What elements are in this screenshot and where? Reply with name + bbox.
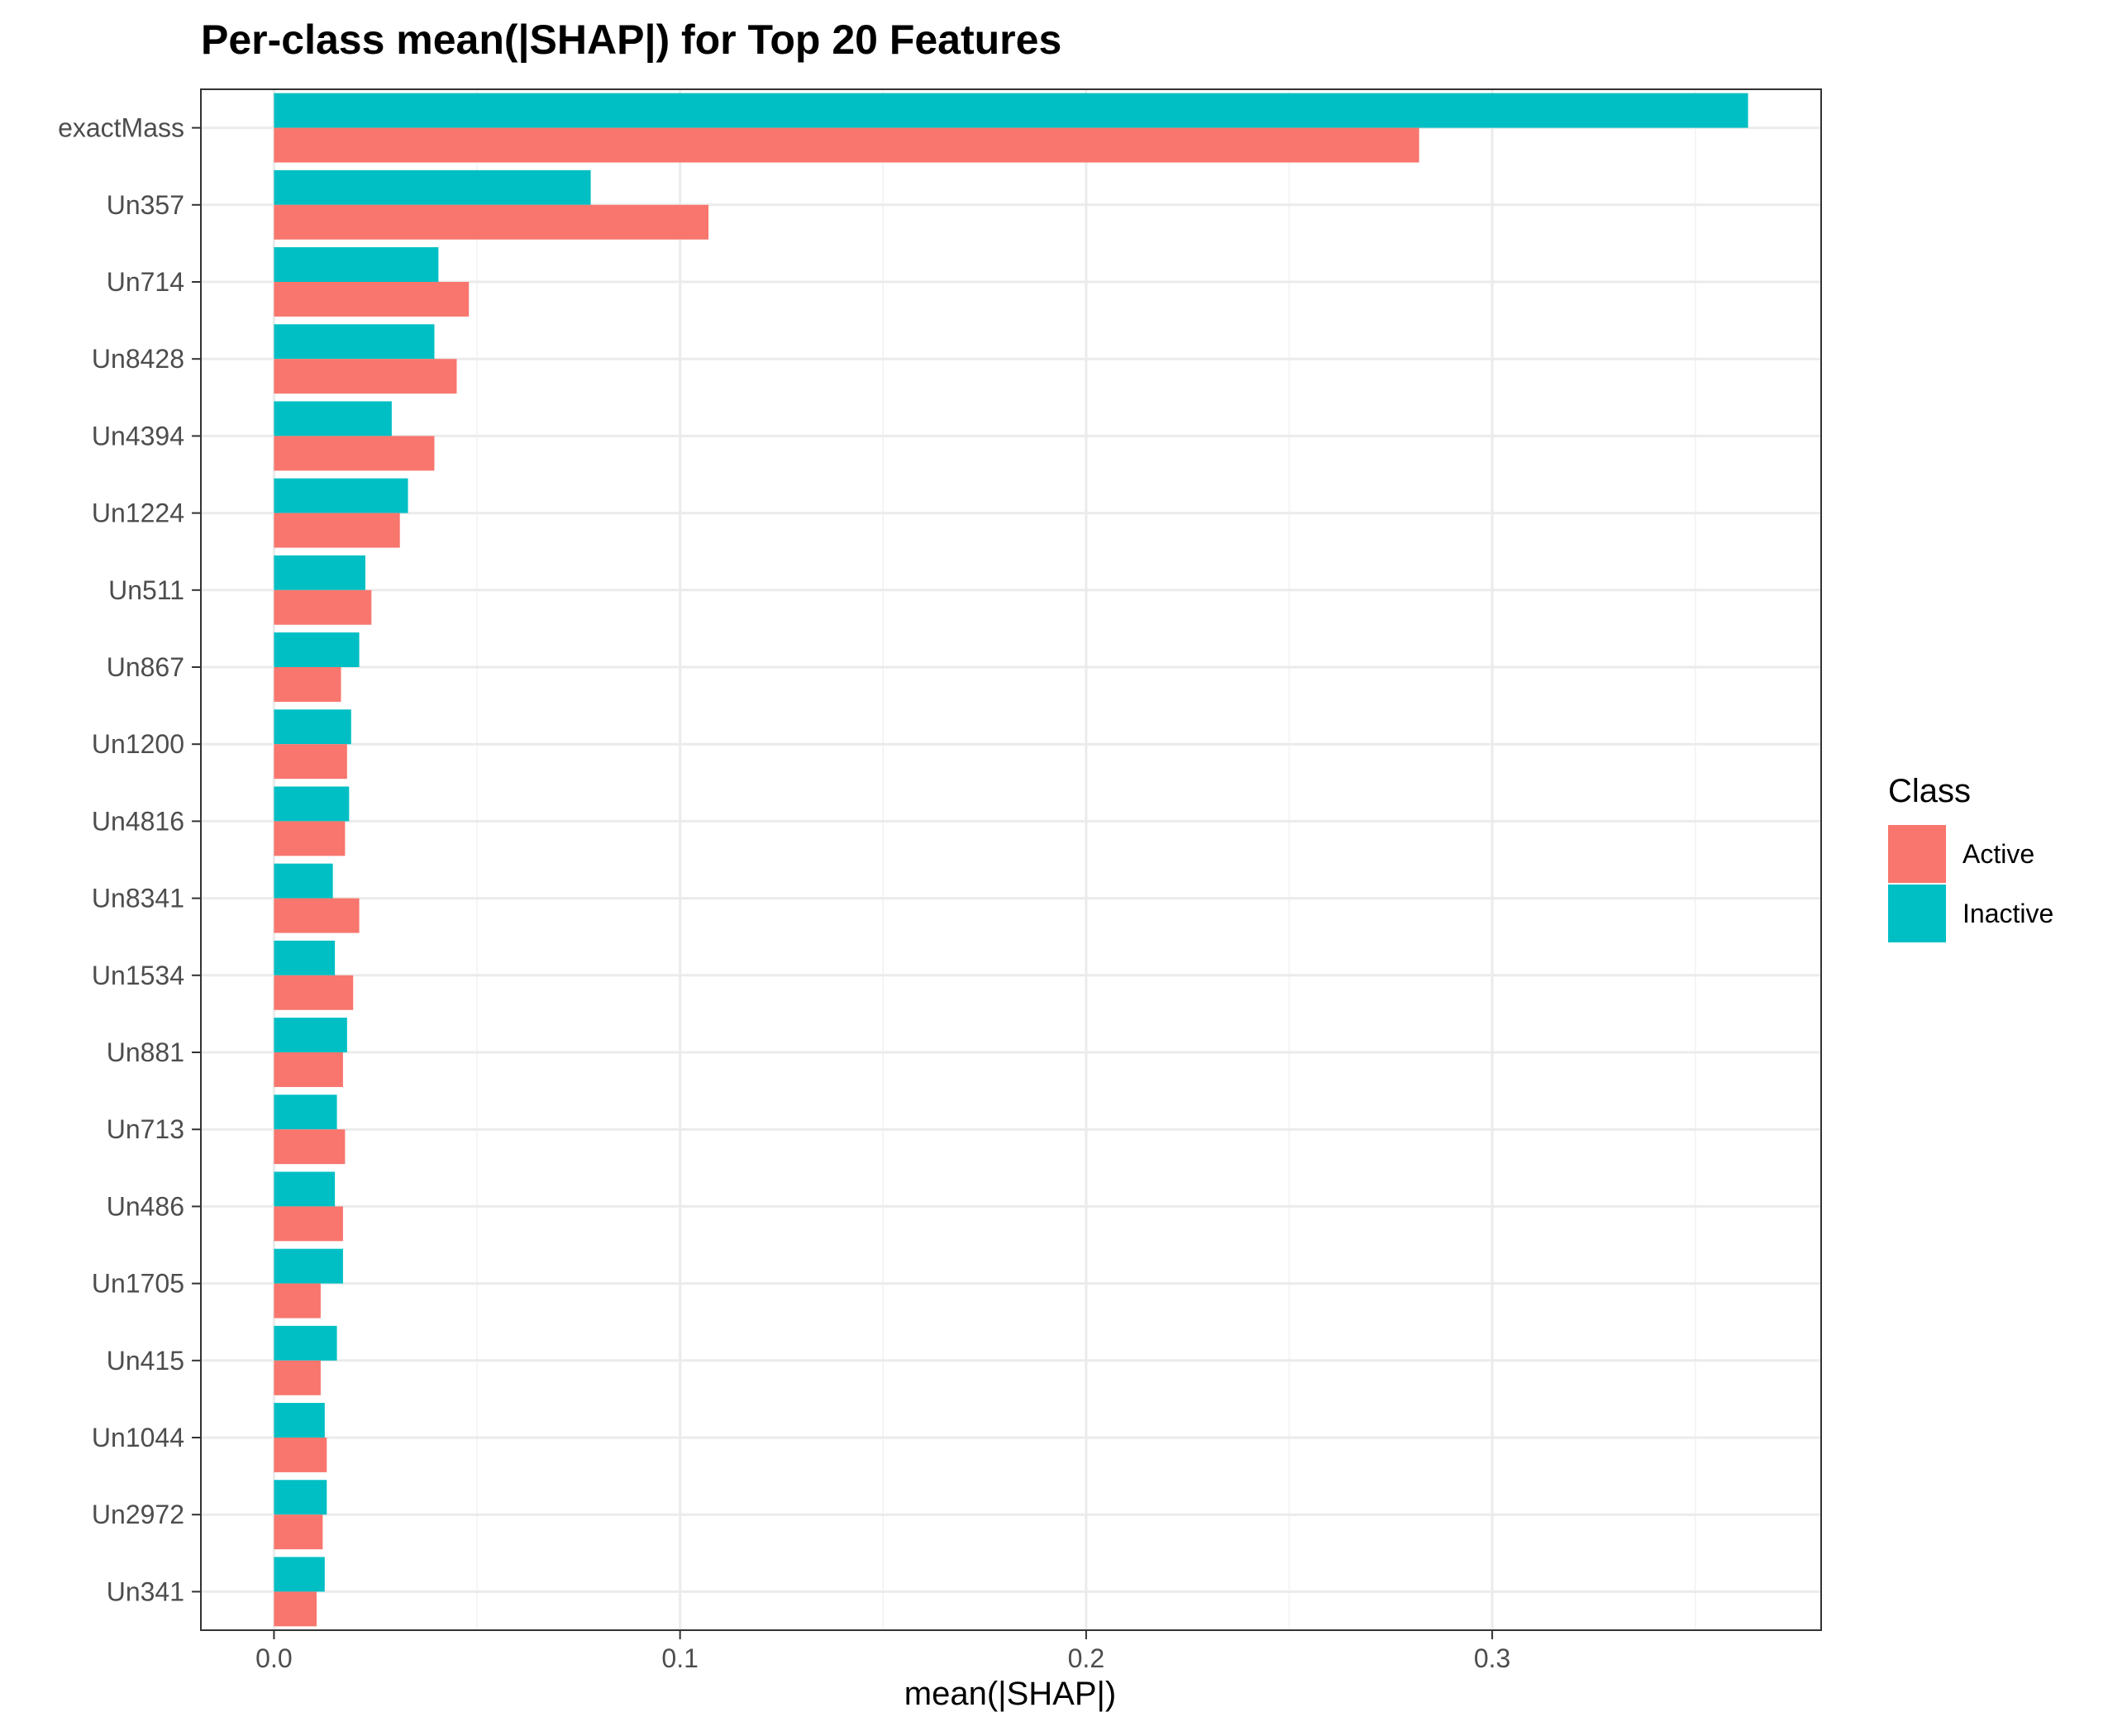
legend-title: Class (1888, 773, 1971, 809)
x-tick-label: 0.3 (1474, 1643, 1510, 1673)
bar-active (274, 1514, 323, 1550)
y-tick-label: Un1200 (92, 729, 184, 759)
x-axis: 0.0 0.1 0.2 0.3 (255, 1630, 1510, 1673)
y-tick-label: Un1534 (92, 961, 184, 990)
bar-active (274, 1360, 321, 1395)
bar-inactive (274, 1095, 337, 1130)
x-axis-title: mean(|SHAP|) (904, 1676, 1116, 1712)
bar-active (274, 359, 457, 394)
bar-active (274, 1591, 317, 1627)
y-tick-label: Un8428 (92, 344, 184, 374)
y-tick-label: Un357 (107, 190, 184, 220)
y-axis: exactMass Un357 Un714 Un8428 Un4394 Un1224 Un5… (58, 113, 201, 1606)
bar-active (274, 821, 346, 856)
y-tick-label: Un511 (108, 575, 184, 605)
bar-active (274, 975, 354, 1010)
bar-inactive (274, 478, 408, 513)
bar-inactive (274, 863, 333, 899)
y-tick-label: Un415 (107, 1346, 184, 1376)
y-tick-label: Un2972 (92, 1500, 184, 1529)
bar-inactive (274, 401, 392, 436)
bar-inactive (274, 1248, 343, 1284)
legend-label: Inactive (1963, 899, 2053, 928)
y-tick-label: Un486 (107, 1191, 184, 1221)
bar-inactive (274, 93, 1748, 128)
bar-active (274, 282, 470, 317)
bar-active (274, 1129, 346, 1165)
bar-inactive (274, 940, 336, 975)
bar-inactive (274, 1557, 325, 1592)
bars (274, 93, 1748, 1627)
bar-inactive (274, 1171, 336, 1207)
y-tick-label: Un1224 (92, 498, 184, 528)
bar-inactive (274, 709, 351, 745)
y-tick-label: Un4816 (92, 806, 184, 836)
bar-active (274, 898, 360, 933)
bar-active (274, 127, 1419, 163)
bar-active (274, 436, 435, 471)
bar-inactive (274, 324, 435, 360)
bar-inactive (274, 1403, 325, 1438)
grid (201, 89, 1821, 1630)
bar-active (274, 744, 347, 780)
bar-active (274, 204, 709, 240)
bar-inactive (274, 786, 350, 822)
bar-active (274, 1052, 343, 1087)
y-tick-label: Un1705 (92, 1269, 184, 1299)
y-tick-label: Un1044 (92, 1423, 184, 1452)
y-tick-label: Un341 (107, 1576, 184, 1606)
y-tick-label: Un714 (107, 267, 184, 297)
chart-title: Per-class mean(|SHAP|) for Top 20 Featur… (201, 17, 1061, 64)
legend-label: Active (1963, 839, 2034, 869)
bar-inactive (274, 169, 591, 205)
bar-active (274, 1206, 343, 1242)
bar-active (274, 1283, 321, 1319)
legend-key-inactive (1888, 885, 1946, 942)
bar-inactive (274, 632, 360, 667)
bar-inactive (274, 1325, 337, 1361)
y-tick-label: Un8341 (92, 884, 184, 913)
bar-inactive (274, 1480, 327, 1515)
bar-active (274, 589, 372, 625)
y-tick-label: Un881 (107, 1037, 184, 1067)
bar-active (274, 667, 341, 702)
y-tick-label: Un713 (107, 1114, 184, 1144)
x-tick-label: 0.1 (661, 1643, 698, 1673)
legend-key-active (1888, 825, 1946, 883)
bar-active (274, 513, 400, 548)
y-tick-label: Un867 (107, 652, 184, 682)
y-tick-label: Un4394 (92, 421, 184, 451)
bar-inactive (274, 247, 439, 282)
x-tick-label: 0.2 (1068, 1643, 1104, 1673)
panel-border (200, 88, 1822, 1631)
x-tick-label: 0.0 (255, 1643, 292, 1673)
legend: Class Active Inactive (1888, 773, 2053, 942)
y-tick-label: exactMass (58, 113, 184, 143)
bar-inactive (274, 1018, 347, 1052)
bar-active (274, 1438, 327, 1472)
bar-inactive (274, 555, 365, 590)
